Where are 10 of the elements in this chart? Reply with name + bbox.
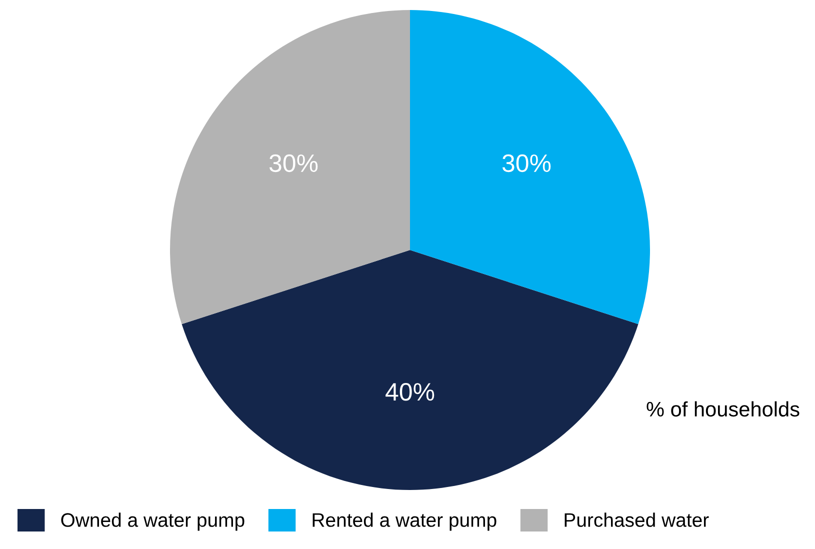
data-label: 40% xyxy=(386,383,434,401)
legend-label: Owned a water pump xyxy=(61,512,244,531)
pie-slice xyxy=(182,250,638,490)
data-label: 30% xyxy=(502,154,551,172)
pie-slice xyxy=(170,10,410,324)
pie-slice xyxy=(410,10,650,324)
legend-label: Purchased water xyxy=(564,512,709,527)
legend-label: Rented a water pump xyxy=(312,512,496,531)
text: % of households xyxy=(646,401,800,417)
data-label: 30% xyxy=(269,154,318,172)
